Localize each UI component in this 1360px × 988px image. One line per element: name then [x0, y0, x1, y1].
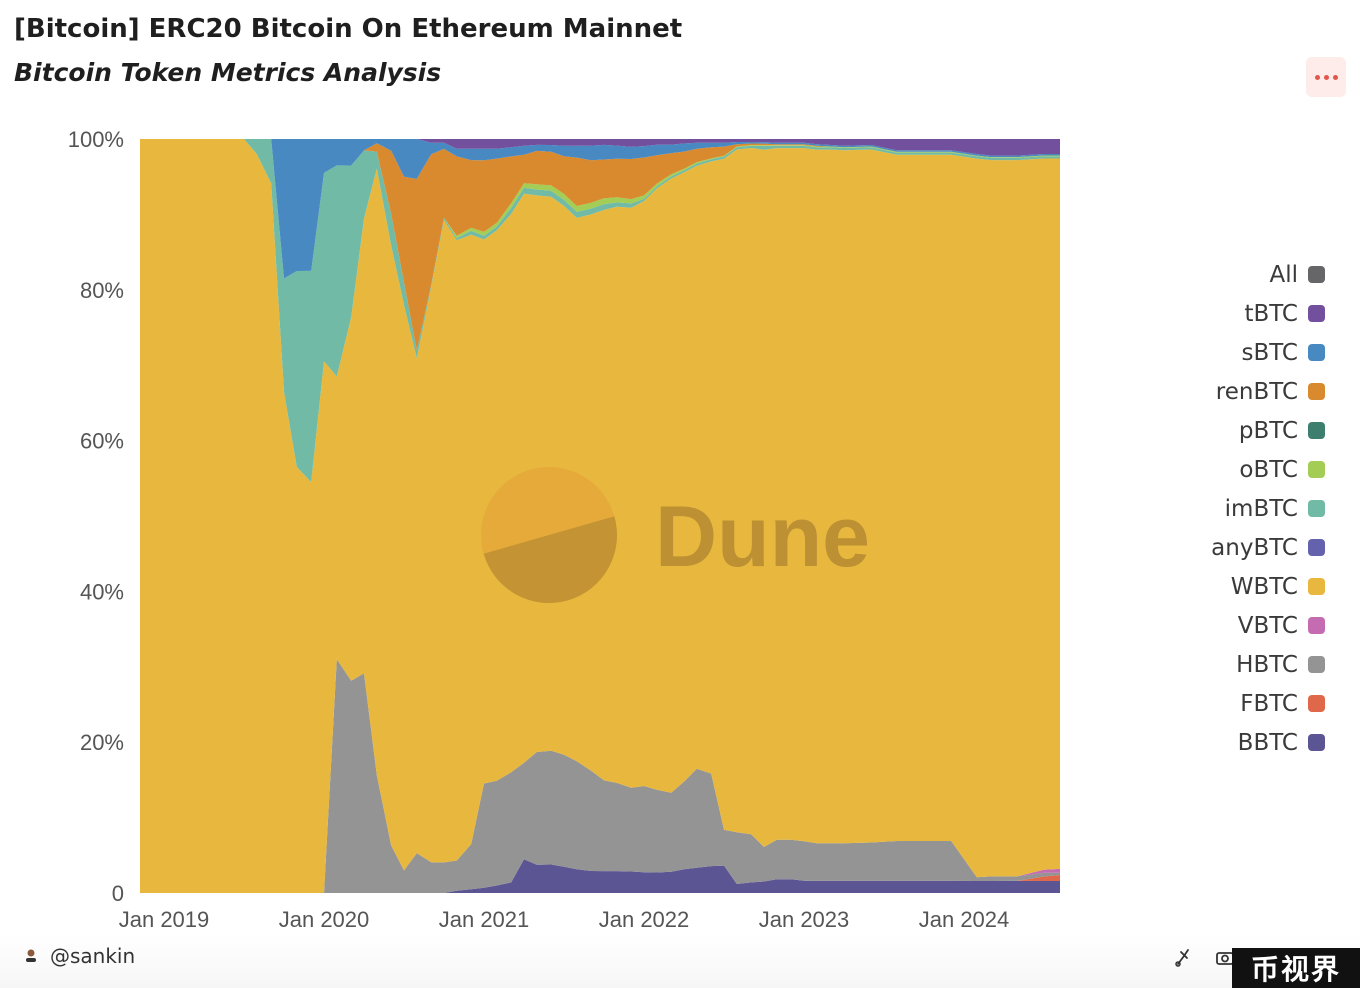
legend-label: FBTC — [1240, 690, 1298, 717]
dune-logo-shade — [483, 516, 617, 603]
legend-label: imBTC — [1224, 495, 1298, 522]
y-tick-label: 80% — [80, 278, 124, 303]
legend-label: pBTC — [1238, 417, 1298, 444]
y-tick-label: 0 — [112, 881, 124, 906]
area-renbtc[interactable] — [140, 139, 1060, 351]
x-axis: Jan 2019 Jan 2020 Jan 2021 Jan 2022 Jan 2023… — [119, 907, 1010, 932]
more-dot-icon — [1323, 74, 1329, 80]
legend-label: BBTC — [1237, 729, 1298, 756]
x-tick-label: Jan 2021 — [439, 907, 530, 932]
legend-swatch — [1308, 695, 1325, 712]
avatar — [26, 949, 36, 962]
legend-label: WBTC — [1230, 573, 1298, 600]
area-imbtc[interactable] — [140, 139, 1060, 483]
legend-swatch — [1308, 305, 1325, 322]
x-tick-label: Jan 2020 — [279, 907, 370, 932]
y-tick-label: 60% — [80, 429, 124, 454]
legend-label: HBTC — [1236, 651, 1298, 678]
x-tick-label: Jan 2023 — [759, 907, 850, 932]
dune-watermark: Dune — [481, 467, 870, 603]
area-tbtc[interactable] — [140, 139, 1060, 156]
legend-item-wbtc[interactable]: WBTC — [1150, 567, 1325, 606]
legend-swatch — [1308, 266, 1325, 283]
legend-item-pbtc[interactable]: pBTC — [1150, 411, 1325, 450]
legend-label: All — [1269, 261, 1298, 288]
legend-item-bbtc[interactable]: BBTC — [1150, 723, 1325, 762]
watermark-badge: 币视界 — [1232, 948, 1360, 988]
chart-subtitle: Bitcoin Token Metrics Analysis — [14, 58, 442, 87]
fork-icon[interactable] — [1172, 946, 1194, 968]
area-bbtc[interactable] — [140, 859, 1060, 893]
watermark-text: Dune — [655, 489, 870, 585]
legend-item-obtc[interactable]: oBTC — [1150, 450, 1325, 489]
author-name: @sankin — [50, 944, 136, 968]
legend-swatch — [1308, 383, 1325, 400]
legend-item-fbtc[interactable]: FBTC — [1150, 684, 1325, 723]
legend-swatch — [1308, 461, 1325, 478]
legend-swatch — [1308, 734, 1325, 751]
legend-item-vbtc[interactable]: VBTC — [1150, 606, 1325, 645]
legend-label: renBTC — [1215, 378, 1298, 405]
y-tick-label: 40% — [80, 579, 124, 604]
x-tick-label: Jan 2019 — [119, 907, 210, 932]
x-tick-label: Jan 2022 — [599, 907, 690, 932]
more-dot-icon — [1314, 74, 1320, 80]
footer-bar — [0, 935, 1360, 988]
chart-title: [Bitcoin] ERC20 Bitcoin On Ethereum Main… — [14, 14, 683, 44]
legend-item-hbtc[interactable]: HBTC — [1150, 645, 1325, 684]
legend-label: anyBTC — [1211, 534, 1298, 561]
legend-label: oBTC — [1239, 456, 1298, 483]
legend-swatch — [1308, 539, 1325, 556]
legend-swatch — [1308, 617, 1325, 634]
more-dot-icon — [1332, 74, 1338, 80]
legend-label: tBTC — [1244, 300, 1298, 327]
area-hbtc[interactable] — [140, 659, 1060, 893]
legend-item-anybtc[interactable]: anyBTC — [1150, 528, 1325, 567]
more-options-button[interactable] — [1306, 57, 1346, 97]
y-tick-label: 100% — [68, 127, 124, 152]
legend-label: VBTC — [1237, 612, 1298, 639]
author-credit[interactable]: @sankin — [22, 944, 135, 968]
legend-swatch — [1308, 500, 1325, 517]
legend-item-imbtc[interactable]: imBTC — [1150, 489, 1325, 528]
x-tick-label: Jan 2024 — [919, 907, 1010, 932]
area-sbtc[interactable] — [140, 139, 1060, 279]
legend-item-sbtc[interactable]: sBTC — [1150, 333, 1325, 372]
legend-item-all[interactable]: All — [1150, 255, 1325, 294]
legend-item-renbtc[interactable]: renBTC — [1150, 372, 1325, 411]
legend-item-tbtc[interactable]: tBTC — [1150, 294, 1325, 333]
y-tick-label: 20% — [80, 730, 124, 755]
stacked-area-chart: Dune 020%40%60%80%100% Jan 2019 Jan 2020 J… — [68, 127, 1060, 932]
legend-swatch — [1308, 656, 1325, 673]
legend-swatch — [1308, 578, 1325, 595]
legend-label: sBTC — [1241, 339, 1298, 366]
legend-swatch — [1308, 344, 1325, 361]
y-axis: 0 20% 40% 60% 80% 100% — [68, 127, 124, 906]
chart-legend: All tBTC sBTC renBTC pBTC oBTC imBTC anyBTC WBTC… — [1150, 255, 1325, 762]
legend-swatch — [1308, 422, 1325, 439]
